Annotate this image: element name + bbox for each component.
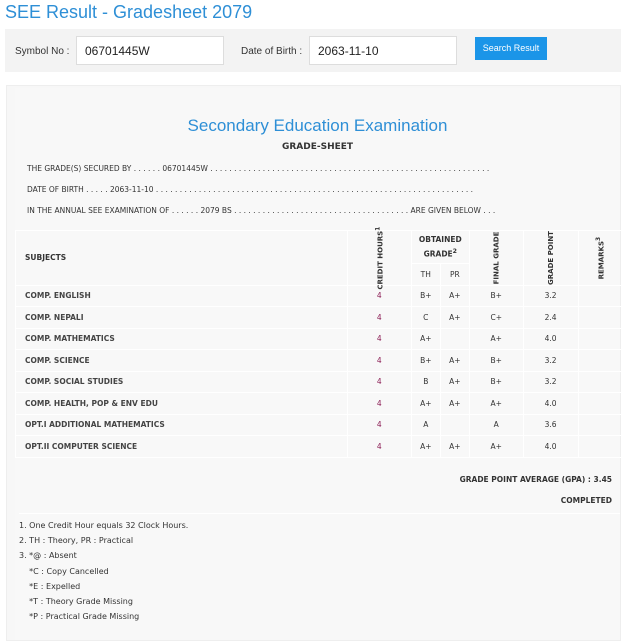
footnote: *C : Copy Cancelled: [19, 566, 109, 576]
remarks-cell: [577, 306, 621, 329]
final-grade-cell: B+: [468, 284, 524, 307]
table-row: OPT.II COMPUTER SCIENCE 4 A+ A+ A+ 4.0: [15, 435, 621, 458]
grade-point-cell: 4.0: [522, 435, 579, 458]
subject-cell: COMP. HEALTH, POP & ENV EDU: [15, 392, 348, 415]
footnote: 2. TH : Theory, PR : Practical: [19, 536, 134, 546]
sheet-title: GRADE-SHEET: [281, 142, 354, 152]
th-grade-cell: C: [410, 306, 441, 329]
exam-line: IN THE ANNUAL SEE EXAMINATION OF . . . .…: [27, 206, 496, 215]
final-grade-cell: A+: [468, 435, 524, 458]
grade-point-cell: 4.0: [522, 392, 579, 415]
table-row: COMP. MATHEMATICS 4 A+ A+ 4.0: [15, 327, 621, 350]
remarks-cell: [577, 392, 621, 415]
gradesheet: Secondary Education Examination GRADE-SH…: [6, 85, 621, 641]
footnote: *E : Expelled: [19, 581, 81, 591]
grade-point-cell: 3.2: [522, 370, 579, 393]
subject-cell: COMP. NEPALI: [15, 306, 348, 329]
remarks-cell: [577, 435, 621, 458]
table-row: COMP. SCIENCE 4 B+ A+ B+ 3.2: [15, 349, 621, 372]
subject-cell: OPT.I ADDITIONAL MATHEMATICS: [15, 413, 348, 436]
subject-cell: COMP. SOCIAL STUDIES: [15, 370, 348, 393]
table-row: COMP. ENGLISH 4 B+ A+ B+ 3.2: [15, 284, 621, 307]
final-grade-cell: B+: [468, 370, 524, 393]
pr-grade-cell: A+: [439, 435, 470, 458]
pr-grade-cell: [439, 327, 470, 350]
footnotes: 1. One Credit Hour equals 32 Clock Hours…: [19, 513, 620, 624]
subject-cell: COMP. MATHEMATICS: [15, 327, 348, 350]
pr-grade-cell: A+: [439, 284, 470, 307]
grade-point-cell: 3.6: [522, 413, 579, 436]
table-row: OPT.I ADDITIONAL MATHEMATICS 4 A A 3.6: [15, 413, 621, 436]
remarks-cell: [577, 327, 621, 350]
table-row: COMP. SOCIAL STUDIES 4 B A+ B+ 3.2: [15, 370, 621, 393]
credit-cell: 4: [346, 413, 412, 436]
header-final-grade: FINAL GRADE: [468, 230, 524, 286]
pr-grade-cell: A+: [439, 392, 470, 415]
dob-label: Date of Birth :: [241, 46, 303, 57]
result-status: COMPLETED: [560, 496, 612, 505]
subject-cell: COMP. ENGLISH: [15, 284, 348, 307]
pr-grade-cell: A+: [439, 306, 470, 329]
footnote: *T : Theory Grade Missing: [19, 596, 133, 606]
footnote: 3. *@ : Absent: [19, 551, 77, 561]
grade-point-cell: 3.2: [522, 284, 579, 307]
th-grade-cell: B+: [410, 284, 441, 307]
final-grade-cell: B+: [468, 349, 524, 372]
th-grade-cell: A: [410, 413, 441, 436]
final-grade-cell: C+: [468, 306, 524, 329]
remarks-cell: [577, 284, 621, 307]
th-grade-cell: B+: [410, 349, 441, 372]
header-obtained-grade: OBTAINED GRADE2: [410, 230, 470, 264]
th-grade-cell: A+: [410, 435, 441, 458]
final-grade-cell: A+: [468, 392, 524, 415]
header-remarks: REMARKS3: [577, 230, 621, 286]
secured-by-line: THE GRADE(S) SECURED BY . . . . . . 0670…: [27, 164, 490, 173]
grade-point-cell: 2.4: [522, 306, 579, 329]
remarks-cell: [577, 370, 621, 393]
symbol-input[interactable]: 06701445W: [76, 36, 224, 65]
search-bar: Symbol No : 06701445W Date of Birth : 20…: [5, 29, 621, 72]
credit-cell: 4: [346, 392, 412, 415]
final-grade-cell: A+: [468, 327, 524, 350]
subject-cell: OPT.II COMPUTER SCIENCE: [15, 435, 348, 458]
subject-cell: COMP. SCIENCE: [15, 349, 348, 372]
search-result-button[interactable]: Search Result: [475, 37, 547, 60]
header-credit-hours: CREDIT HOURS1: [346, 226, 412, 289]
th-grade-cell: A+: [410, 327, 441, 350]
header-pr: PR: [439, 263, 470, 286]
credit-cell: 4: [346, 306, 412, 329]
credit-cell: 4: [346, 370, 412, 393]
footnote: *P : Practical Grade Missing: [19, 612, 140, 622]
pr-grade-cell: [439, 413, 470, 436]
remarks-cell: [577, 413, 621, 436]
dob-input[interactable]: 2063-11-10: [309, 36, 457, 65]
credit-cell: 4: [346, 349, 412, 372]
header-th: TH: [410, 263, 441, 286]
grades-table: SUBJECTS CREDIT HOURS1 OBTAINED GRADE2 F…: [15, 226, 621, 458]
th-grade-cell: B: [410, 370, 441, 393]
credit-cell: 4: [346, 435, 412, 458]
footnote: 1. One Credit Hour equals 32 Clock Hours…: [19, 521, 189, 530]
header-subjects: SUBJECTS: [15, 230, 348, 286]
remarks-cell: [577, 349, 621, 372]
grade-point-cell: 3.2: [522, 349, 579, 372]
table-row: COMP. NEPALI 4 C A+ C+ 2.4: [15, 306, 621, 329]
gpa: GRADE POINT AVERAGE (GPA) : 3.45: [459, 475, 612, 484]
table-row: COMP. HEALTH, POP & ENV EDU 4 A+ A+ A+ 4.0: [15, 392, 621, 415]
symbol-label: Symbol No :: [15, 46, 70, 57]
pr-grade-cell: A+: [439, 370, 470, 393]
th-grade-cell: A+: [410, 392, 441, 415]
header-grade-point: GRADE POINT: [522, 230, 579, 286]
dob-line: DATE OF BIRTH . . . . . 2063-11-10 . . .…: [27, 185, 474, 194]
page-title: SEE Result - Gradesheet 2079: [5, 2, 253, 22]
pr-grade-cell: A+: [439, 349, 470, 372]
grade-point-cell: 4.0: [522, 327, 579, 350]
final-grade-cell: A: [468, 413, 524, 436]
credit-cell: 4: [346, 327, 412, 350]
exam-title: Secondary Education Examination: [187, 116, 448, 135]
